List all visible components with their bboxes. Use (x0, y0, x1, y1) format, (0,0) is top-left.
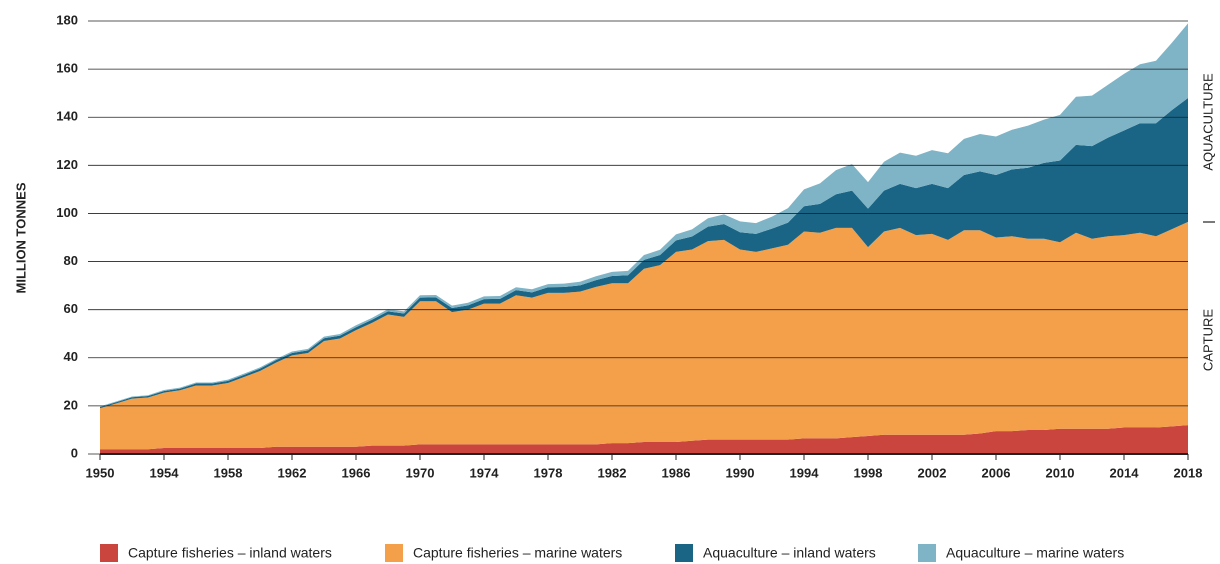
y-tick-label: 140 (56, 109, 78, 124)
legend-label: Capture fisheries – marine waters (413, 545, 622, 561)
y-tick-label: 100 (56, 205, 78, 220)
x-tick-label: 1958 (214, 465, 243, 480)
x-tick-label: 2018 (1174, 465, 1203, 480)
x-tick-label: 1954 (150, 465, 180, 480)
y-tick-label: 0 (71, 445, 78, 460)
x-tick-label: 1966 (342, 465, 371, 480)
x-tick-label: 2014 (1110, 465, 1140, 480)
x-tick-label: 1986 (662, 465, 691, 480)
x-tick-label: 2002 (918, 465, 947, 480)
legend-swatch (918, 544, 936, 562)
x-tick-label: 1982 (598, 465, 627, 480)
x-tick-label: 1974 (470, 465, 500, 480)
legend-swatch (100, 544, 118, 562)
x-tick-label: 1998 (854, 465, 883, 480)
x-tick-label: 2006 (982, 465, 1011, 480)
x-tick-label: 2010 (1046, 465, 1075, 480)
annotation: CAPTURE (1200, 309, 1215, 371)
x-tick-label: 1962 (278, 465, 307, 480)
area (100, 425, 1188, 454)
y-tick-label: 60 (64, 301, 78, 316)
legend-swatch (385, 544, 403, 562)
x-tick-label: 1978 (534, 465, 563, 480)
x-tick-label: 1950 (86, 465, 115, 480)
y-axis-label: MILLION TONNES (13, 182, 28, 293)
y-tick-label: 180 (56, 12, 78, 27)
x-tick-label: 1994 (790, 465, 820, 480)
x-tick-label: 1970 (406, 465, 435, 480)
y-tick-label: 120 (56, 157, 78, 172)
legend-label: Aquaculture – marine waters (946, 545, 1124, 561)
x-tick-label: 1990 (726, 465, 755, 480)
legend-label: Aquaculture – inland waters (703, 545, 876, 561)
y-tick-label: 80 (64, 253, 78, 268)
y-tick-label: 20 (64, 397, 78, 412)
annotation: AQUACULTURE (1200, 73, 1215, 171)
legend-label: Capture fisheries – inland waters (128, 545, 332, 561)
y-tick-label: 160 (56, 61, 78, 76)
legend-swatch (675, 544, 693, 562)
y-tick-label: 40 (64, 349, 78, 364)
area (100, 221, 1188, 450)
